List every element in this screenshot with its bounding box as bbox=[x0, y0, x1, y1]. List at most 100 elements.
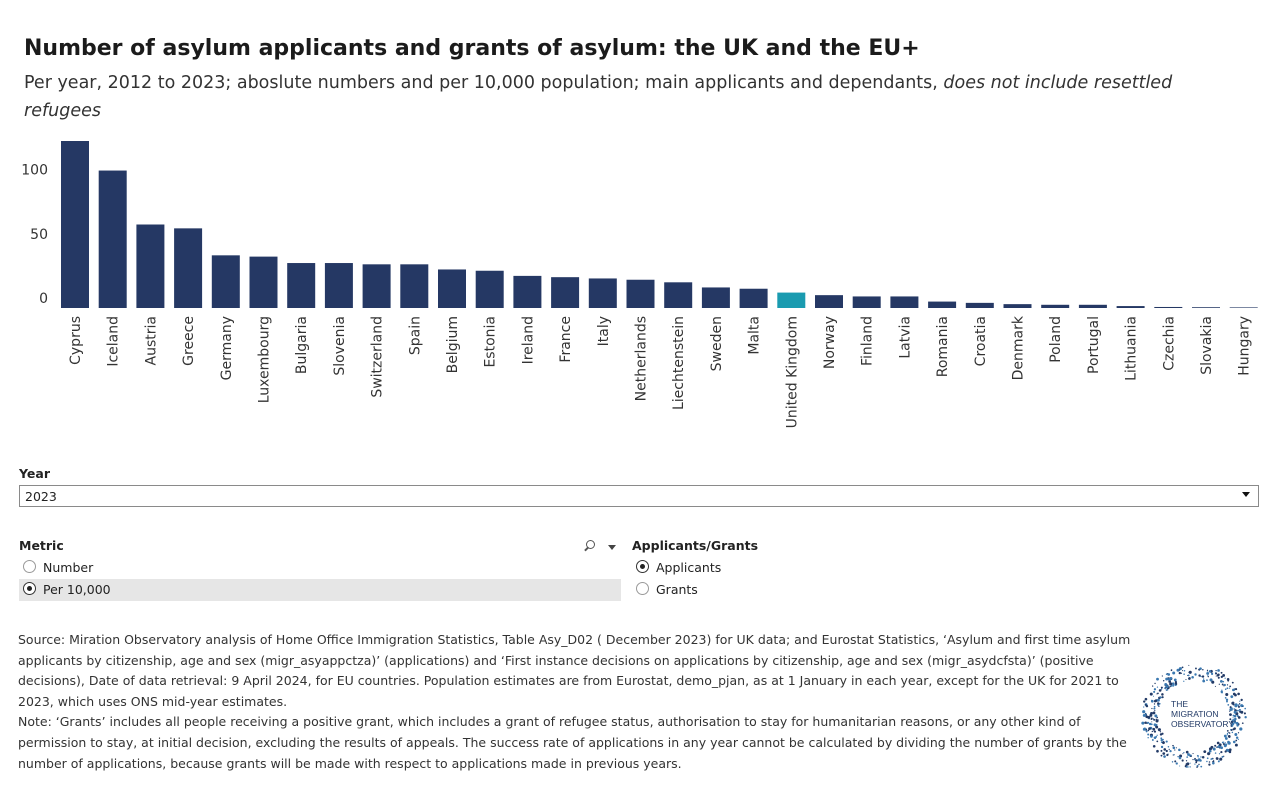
logo-dot bbox=[1221, 755, 1224, 758]
logo-dot bbox=[1167, 746, 1170, 748]
x-tick-label: Cyprus bbox=[68, 316, 84, 365]
bar-netherlands[interactable] bbox=[626, 279, 655, 308]
logo-dot bbox=[1224, 750, 1227, 753]
asylum-bar-chart: 0 50 100 Cyprus Iceland Austria Greece Germany L… bbox=[21, 141, 1258, 428]
bar-france[interactable] bbox=[551, 277, 580, 308]
bar-norway[interactable] bbox=[815, 295, 843, 308]
logo-dot bbox=[1188, 766, 1190, 768]
logo-dot bbox=[1181, 670, 1184, 672]
bar-belgium[interactable] bbox=[438, 269, 466, 308]
logo-dot bbox=[1154, 737, 1157, 740]
bar-spain[interactable] bbox=[400, 264, 429, 308]
bar-austria[interactable] bbox=[136, 224, 165, 309]
x-tick-label: Hungary bbox=[1237, 316, 1253, 376]
logo-dot bbox=[1235, 736, 1239, 739]
y-tick-label: 100 bbox=[21, 163, 48, 179]
logo-dot bbox=[1146, 716, 1149, 718]
bar-poland[interactable] bbox=[1041, 304, 1070, 308]
logo-dot bbox=[1170, 684, 1173, 687]
bar-united-kingdom[interactable] bbox=[777, 292, 806, 308]
logo-dot bbox=[1234, 720, 1236, 722]
x-tick-label: Bulgaria bbox=[294, 316, 310, 374]
logo-dot bbox=[1189, 766, 1191, 768]
logo-dot bbox=[1187, 674, 1190, 677]
logo-dot bbox=[1168, 680, 1171, 683]
bar-liechtenstein[interactable] bbox=[664, 282, 693, 308]
logo-dot bbox=[1153, 703, 1156, 705]
logo-dot bbox=[1233, 714, 1237, 718]
metric-option-number[interactable]: Number bbox=[19, 557, 621, 579]
x-tick-label: Netherlands bbox=[634, 316, 650, 401]
logo-dot bbox=[1224, 697, 1227, 699]
bar-italy[interactable] bbox=[588, 278, 617, 308]
type-option-applicants[interactable]: Applicants bbox=[632, 557, 932, 579]
bar-czechia[interactable] bbox=[1154, 306, 1183, 308]
bar-luxembourg[interactable] bbox=[249, 256, 278, 308]
logo-dot bbox=[1153, 690, 1156, 693]
bar-slovenia[interactable] bbox=[324, 263, 353, 308]
bar-cyprus[interactable] bbox=[61, 141, 89, 308]
logo-dot bbox=[1155, 719, 1159, 723]
metric-option-per-10000[interactable]: Per 10,000 bbox=[19, 579, 621, 601]
logo-dot bbox=[1145, 704, 1149, 708]
bar-latvia[interactable] bbox=[890, 296, 919, 308]
logo-dot bbox=[1170, 669, 1173, 671]
x-tick-label: Luxembourg bbox=[257, 316, 273, 403]
bar-lithuania[interactable] bbox=[1116, 306, 1145, 308]
bar-hungary[interactable] bbox=[1229, 307, 1258, 308]
x-tick-label: Portugal bbox=[1086, 316, 1102, 374]
bar-croatia[interactable] bbox=[965, 302, 994, 308]
x-tick-label: United Kingdom bbox=[784, 316, 800, 428]
bar-estonia[interactable] bbox=[475, 270, 504, 308]
bar-greece[interactable] bbox=[174, 228, 203, 308]
logo-dot bbox=[1226, 684, 1229, 686]
bar-switzerland[interactable] bbox=[362, 264, 391, 308]
bar-portugal[interactable] bbox=[1078, 304, 1107, 308]
logo-dot bbox=[1165, 740, 1168, 743]
bar-malta[interactable] bbox=[739, 288, 768, 308]
logo-dot bbox=[1198, 763, 1200, 766]
bar-ireland[interactable] bbox=[513, 275, 542, 308]
bar-sweden[interactable] bbox=[701, 287, 730, 308]
bar-germany[interactable] bbox=[211, 255, 240, 308]
logo-dot bbox=[1160, 745, 1164, 749]
logo-dot bbox=[1237, 705, 1240, 708]
logo-dot bbox=[1206, 671, 1210, 675]
search-icon[interactable] bbox=[586, 540, 595, 549]
logo-dot bbox=[1217, 760, 1220, 763]
logo-dot bbox=[1216, 741, 1220, 745]
bar-bulgaria[interactable] bbox=[287, 263, 316, 308]
type-option-grants[interactable]: Grants bbox=[632, 579, 932, 601]
logo-dot bbox=[1152, 685, 1154, 687]
logo-dot bbox=[1221, 683, 1224, 686]
bar-denmark[interactable] bbox=[1003, 304, 1032, 308]
year-dropdown[interactable]: 2023 bbox=[19, 485, 1259, 507]
logo-dot bbox=[1195, 667, 1197, 670]
logo-dot bbox=[1154, 714, 1158, 718]
subtitle-italic: does not include resettled refugees bbox=[24, 73, 1173, 121]
bar-finland[interactable] bbox=[852, 296, 881, 308]
bar-slovakia[interactable] bbox=[1192, 307, 1220, 308]
logo-dot bbox=[1229, 718, 1232, 721]
logo-dot bbox=[1229, 710, 1231, 712]
logo-dot bbox=[1178, 671, 1181, 675]
year-value: 2023 bbox=[25, 489, 57, 504]
logo-dot bbox=[1208, 749, 1212, 753]
logo-dot bbox=[1239, 727, 1243, 731]
chevron-down-icon[interactable] bbox=[608, 545, 616, 550]
logo-dot bbox=[1214, 752, 1217, 754]
logo-dot bbox=[1203, 750, 1207, 754]
logo-dot bbox=[1179, 765, 1181, 767]
logo-dot bbox=[1226, 729, 1229, 732]
logo-dot bbox=[1177, 755, 1179, 758]
logo-dot bbox=[1224, 677, 1226, 679]
logo-dot bbox=[1156, 740, 1159, 743]
x-tick-label: Iceland bbox=[106, 316, 122, 367]
bar-iceland[interactable] bbox=[98, 170, 127, 308]
logo-dot bbox=[1152, 718, 1154, 720]
logo-dot bbox=[1171, 682, 1175, 685]
logo-dot bbox=[1215, 669, 1217, 672]
bar-romania[interactable] bbox=[928, 301, 957, 308]
logo-dot bbox=[1232, 728, 1235, 730]
logo-dot bbox=[1230, 729, 1232, 731]
